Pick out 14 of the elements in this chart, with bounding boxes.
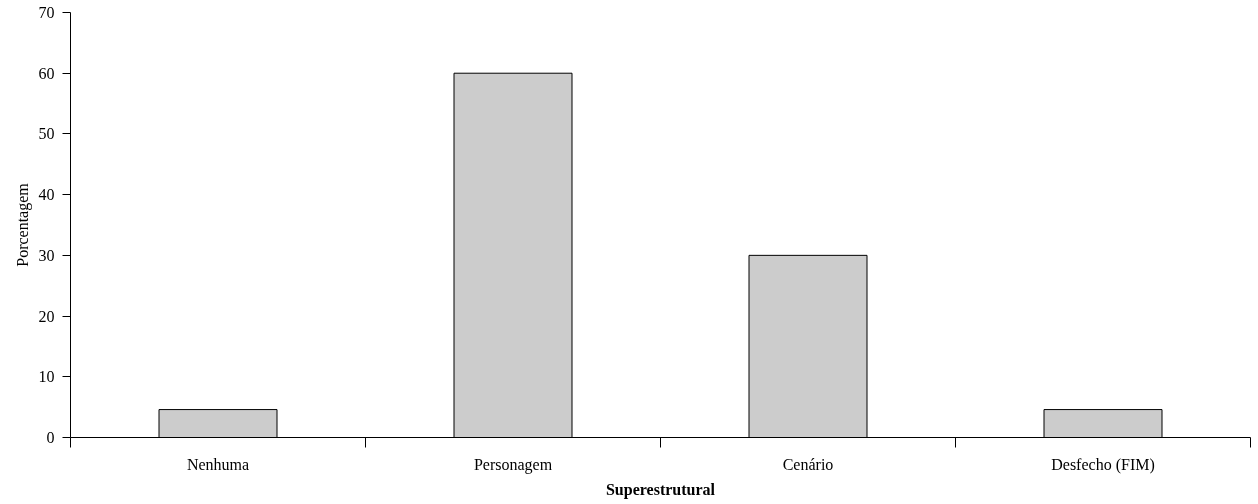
y-tick-label: 30	[38, 246, 55, 264]
y-tick-label: 0	[46, 429, 55, 446]
x-axis-title: Superestrutural	[605, 480, 716, 499]
y-tick-label: 10	[38, 368, 55, 386]
x-tick-label: Desfecho (FIM)	[1051, 455, 1155, 474]
y-tick-label: 50	[38, 125, 55, 143]
y-axis-title: Porcentagem	[13, 182, 32, 267]
y-tick-label: 40	[38, 186, 55, 204]
x-tick-label: Nenhuma	[186, 455, 250, 473]
x-tick-label: Cenário	[782, 455, 834, 473]
x-tick-label: Personagem	[473, 455, 553, 474]
y-tick-label: 60	[38, 64, 55, 82]
y-tick-label: 70	[38, 4, 55, 21]
y-tick-label: 20	[38, 307, 55, 325]
